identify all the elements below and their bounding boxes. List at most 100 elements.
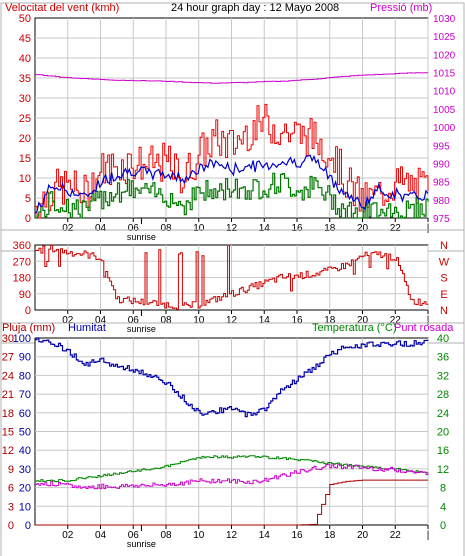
direction-x-tick-label: 14 [259, 315, 271, 326]
wind-y-tick-label: 0 [25, 213, 31, 225]
pressure-y-tick-label: 985 [433, 178, 450, 189]
rain-y-tick-label: 21 [2, 389, 14, 401]
humidity-axis-title: Humitat [68, 322, 106, 334]
wind-x-tick-label: 16 [291, 223, 303, 234]
direction-x-tick-label: 16 [291, 315, 303, 326]
temp-y-tick-label: 4 [440, 501, 446, 513]
thermo-panel-border [0, 322, 465, 556]
wind-average-line [34, 154, 429, 214]
thermo-x-tick-label: 18 [324, 530, 336, 541]
pressure-y-tick-label: 1010 [433, 87, 456, 98]
wind-x-tick-label: | [427, 223, 430, 234]
direction-compass-label: S [440, 273, 447, 285]
direction-line [35, 244, 429, 310]
temp-y-tick-label: 28 [437, 389, 449, 401]
temp-y-tick-label: 16 [437, 445, 449, 457]
direction-x-tick-label: 12 [226, 315, 238, 326]
wind-x-tick-label: 20 [357, 223, 369, 234]
wind-x-tick-label: 18 [324, 223, 336, 234]
thermo-x-tick-label: 14 [259, 530, 271, 541]
rain-y-tick-label: 30 [2, 333, 14, 345]
temp-y-tick-label: 36 [437, 352, 449, 364]
thermo-x-tick-label: 08 [160, 530, 172, 541]
humidity-y-tick-label: 20 [19, 483, 31, 495]
humidity-y-tick-label: 30 [19, 464, 31, 476]
direction-x-tick-label: 10 [193, 315, 205, 326]
temp-y-tick-label: 12 [437, 464, 449, 476]
direction-y-tick-label: 360 [13, 240, 31, 252]
temp-y-tick-label: 8 [440, 483, 446, 495]
direction-compass-label: N [440, 240, 448, 252]
wind-x-tick-label: 14 [259, 223, 271, 234]
direction-x-tick-label: 06 [128, 315, 140, 326]
wind-sunrise-label: sunrise [127, 232, 156, 242]
rain-y-tick-label: 3 [8, 501, 14, 513]
rain-y-tick-label: 18 [2, 408, 14, 420]
dew-point-line [35, 463, 429, 490]
direction-compass-label: E [440, 289, 447, 301]
wind-x-tick-label: 08 [160, 223, 172, 234]
direction-x-tick-label: 02 [62, 315, 74, 326]
temperature-line [35, 455, 429, 483]
temp-y-tick-label: 40 [437, 333, 449, 345]
wind-gust-line [35, 103, 429, 219]
direction-y-tick-label: 90 [19, 289, 31, 301]
wind-y-tick-label: 10 [19, 173, 31, 185]
direction-x-tick-label: 18 [324, 315, 336, 326]
direction-x-tick-label: 08 [160, 315, 172, 326]
temp-axis-title: Temperatura (°C) [312, 322, 396, 334]
direction-y-tick-label: 270 [13, 256, 31, 268]
thermo-x-tick-label: 04 [95, 530, 107, 541]
wind-y-tick-label: 5 [25, 193, 31, 205]
humidity-y-tick-label: 60 [19, 408, 31, 420]
wind-axis-title: Velocitat del vent (kmh) [5, 2, 119, 14]
wind-x-tick-label: 02 [62, 223, 74, 234]
thermo-x-tick-label: 22 [390, 530, 402, 541]
pressure-y-tick-label: 1025 [433, 32, 456, 43]
wind-x-tick-label: 04 [95, 223, 107, 234]
humidity-y-tick-label: 40 [19, 445, 31, 457]
rain-y-tick-label: 27 [2, 352, 14, 364]
wind-x-tick-label: 10 [193, 223, 205, 234]
rain-y-tick-label: 9 [8, 464, 14, 476]
wind-y-tick-label: 20 [19, 133, 31, 145]
pressure-line [35, 72, 428, 84]
humidity-y-tick-label: 50 [19, 427, 31, 439]
wind-x-tick-label: 22 [390, 223, 402, 234]
pressure-y-tick-label: 1020 [433, 50, 456, 61]
wind-low-line [35, 172, 429, 219]
pressure-y-tick-label: 1000 [433, 123, 456, 134]
direction-x-tick-label: | [427, 315, 430, 326]
temp-y-tick-label: 20 [437, 427, 449, 439]
pressure-y-tick-label: 1005 [433, 105, 456, 116]
rain-line [35, 479, 428, 526]
thermo-x-tick-label: | [427, 530, 430, 541]
wind-y-tick-label: 15 [19, 153, 31, 165]
rain-y-tick-label: 6 [8, 483, 14, 495]
pressure-axis-title: Pressió (mb) [370, 2, 432, 14]
direction-x-tick-label: 22 [390, 315, 402, 326]
pressure-y-tick-label: 1030 [433, 14, 456, 25]
humidity-line [35, 337, 429, 418]
thermo-x-tick-label: 06 [128, 530, 140, 541]
dew-axis-title: Punt rosada [394, 322, 454, 334]
graph-title: 24 hour graph day : 12 Mayo 2008 [171, 2, 339, 14]
temp-y-tick-label: 24 [437, 408, 449, 420]
rain-axis-title: Pluja (mm) [2, 322, 55, 334]
humidity-y-tick-label: 10 [19, 501, 31, 513]
pressure-y-tick-label: 990 [433, 159, 450, 170]
temp-y-tick-label: 32 [437, 370, 449, 382]
direction-sunrise-label: sunrise [127, 324, 156, 334]
thermo-x-tick-label: 16 [291, 530, 303, 541]
humidity-y-tick-label: 90 [19, 352, 31, 364]
direction-y-tick-label: 0 [25, 305, 31, 317]
pressure-y-tick-label: 1015 [433, 69, 456, 80]
direction-y-tick-label: 180 [13, 273, 31, 285]
direction-compass-label: N [440, 305, 448, 317]
thermo-x-tick-label: 10 [193, 530, 205, 541]
rain-y-tick-label: 12 [2, 445, 14, 457]
humidity-y-tick-label: 80 [19, 370, 31, 382]
wind-x-tick-label: 12 [226, 223, 238, 234]
